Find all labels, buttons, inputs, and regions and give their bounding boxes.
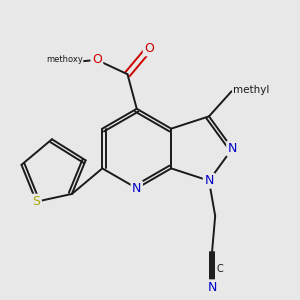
Text: N: N (207, 281, 217, 294)
Text: O: O (144, 42, 154, 55)
Text: C: C (217, 264, 223, 274)
Text: S: S (32, 195, 40, 208)
Text: N: N (204, 174, 214, 187)
Text: methoxy: methoxy (46, 55, 83, 64)
Text: methyl: methyl (233, 85, 269, 95)
Text: N: N (228, 142, 237, 155)
Text: O: O (92, 53, 102, 66)
Text: N: N (132, 182, 141, 195)
